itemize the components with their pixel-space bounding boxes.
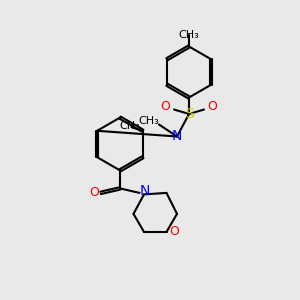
Text: CH₃: CH₃	[119, 121, 140, 131]
Text: O: O	[169, 225, 179, 239]
Text: O: O	[208, 100, 217, 113]
Text: O: O	[89, 186, 99, 200]
Text: N: N	[140, 184, 150, 198]
Text: O: O	[161, 100, 170, 113]
Text: CH₃: CH₃	[138, 116, 159, 127]
Text: N: N	[172, 130, 182, 143]
Text: S: S	[184, 107, 194, 121]
Text: CH₃: CH₃	[178, 30, 200, 40]
